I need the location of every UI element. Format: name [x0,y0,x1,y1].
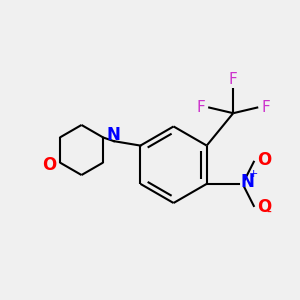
Text: O: O [42,157,56,175]
Text: O: O [257,198,271,216]
Text: +: + [248,169,258,178]
Text: O: O [257,151,271,169]
Text: F: F [229,72,238,87]
Text: F: F [261,100,270,115]
Text: -: - [266,206,271,220]
Text: N: N [107,125,121,143]
Text: F: F [196,100,205,115]
Text: N: N [241,173,254,191]
